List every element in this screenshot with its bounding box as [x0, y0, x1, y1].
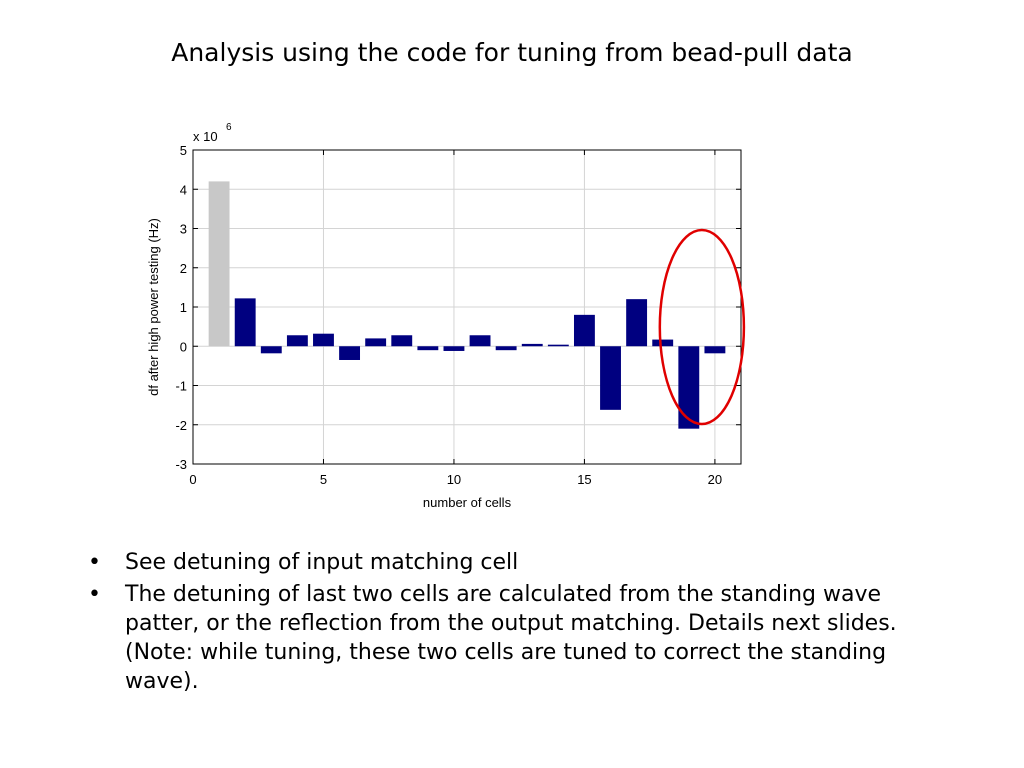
y-tick-label: -2: [175, 418, 187, 433]
bullet-marker: •: [88, 582, 101, 607]
x-tick-label: 20: [708, 472, 722, 487]
bullet-item: • See detuning of input matching cell: [88, 548, 948, 577]
bar-cell-3: [260, 346, 282, 354]
tick-marks: [192, 149, 741, 465]
bar-cell-20: [704, 346, 726, 354]
y-multiplier-exponent: 6: [226, 122, 232, 133]
bar-cell-18: [652, 339, 674, 347]
y-axis-label: df after high power testing (Hz): [146, 218, 161, 396]
y-tick-label: 3: [180, 222, 187, 237]
bar-cell-9: [417, 346, 439, 351]
bar-cell-7: [365, 338, 387, 347]
x-tick-label: 15: [577, 472, 591, 487]
bar-cell-17: [626, 299, 648, 347]
bar-cell-1: [208, 181, 230, 347]
y-tick-label: -1: [175, 379, 187, 394]
bullet-list: • See detuning of input matching cell • …: [88, 548, 948, 699]
x-tick-label: 5: [320, 472, 327, 487]
y-tick-label: -3: [175, 457, 187, 472]
y-tick-label: 1: [180, 300, 187, 315]
bar-cell-5: [313, 333, 334, 347]
y-multiplier-base: x 10: [193, 129, 218, 144]
bar-cell-6: [339, 346, 361, 360]
bullet-marker: •: [88, 550, 101, 575]
bar-cell-13: [521, 343, 543, 347]
bar-cell-10: [443, 346, 465, 351]
x-axis-label: number of cells: [423, 495, 512, 510]
bullet-text: The detuning of last two cells are calcu…: [125, 582, 897, 694]
bar-cell-4: [286, 335, 308, 347]
bar-cell-2: [234, 298, 256, 347]
grid-lines: [192, 149, 741, 465]
slide-title: Analysis using the code for tuning from …: [171, 38, 853, 67]
bar-cell-11: [469, 335, 491, 347]
bar-cell-14: [547, 344, 569, 347]
bar-cell-16: [600, 346, 621, 410]
bars: [208, 181, 726, 429]
x-tick-label: 0: [189, 472, 196, 487]
y-tick-label: 5: [180, 143, 187, 158]
y-tick-label: 4: [180, 182, 187, 197]
bar-cell-12: [495, 346, 517, 351]
y-tick-label: 0: [180, 339, 187, 354]
y-tick-label: 2: [180, 261, 187, 276]
bullet-text: See detuning of input matching cell: [125, 550, 519, 575]
x-tick-label: 10: [447, 472, 461, 487]
highlight-ellipse: [658, 228, 746, 426]
bar-cell-8: [391, 335, 413, 347]
bar-cell-19: [678, 346, 700, 429]
bullet-item: • The detuning of last two cells are cal…: [88, 580, 948, 696]
bar-cell-15: [573, 314, 595, 347]
